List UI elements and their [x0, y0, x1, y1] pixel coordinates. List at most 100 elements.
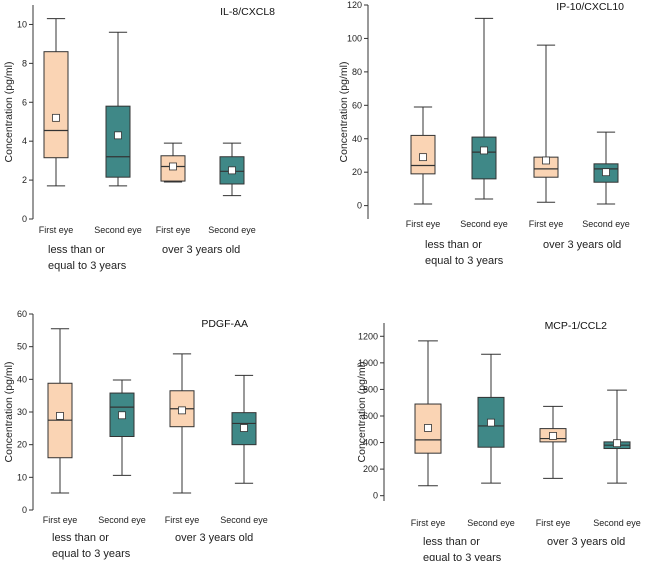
group-label-old: over 3 years old: [547, 536, 625, 548]
mean-marker: [52, 113, 60, 122]
box-body: [43, 51, 69, 159]
y-tick-label: 60: [352, 100, 362, 110]
y-tick-label: 8: [22, 58, 27, 68]
mean-marker: [419, 153, 427, 162]
box-4: [603, 389, 631, 484]
box-2: [471, 17, 497, 200]
y-axis-title: Concentration (pg/ml): [356, 362, 368, 463]
mean-marker: [228, 166, 236, 175]
box-3: [169, 353, 195, 494]
mean-marker: [480, 146, 488, 155]
y-tick-label: 0: [373, 491, 378, 501]
y-tick-label: 600: [363, 411, 378, 421]
x-category-label: First eye: [536, 518, 571, 528]
y-tick-label: 0: [357, 201, 362, 211]
y-tick-label: 200: [363, 464, 378, 474]
mean-marker: [487, 418, 495, 427]
mean-marker: [542, 156, 550, 165]
y-tick-label: 4: [22, 136, 27, 146]
y-tick-label: 120: [347, 0, 362, 10]
box-2: [477, 353, 505, 484]
box-4: [231, 374, 257, 484]
mean-marker: [424, 424, 432, 432]
group-label-old: over 3 years old: [175, 532, 253, 544]
y-tick-label: 20: [17, 440, 27, 450]
chart-title: PDGF-AA: [201, 318, 248, 330]
y-tick-label: 60: [17, 309, 27, 319]
x-category-label: Second eye: [593, 518, 641, 528]
chart-title: IP-10/CXCL10: [556, 1, 624, 13]
mean-marker: [549, 432, 557, 440]
box-1: [410, 106, 436, 205]
chart-ip10-svg: IP-10/CXCL10 0 20 40 60 80 100 120 Concentration…: [338, 0, 630, 267]
x-category-label: First eye: [156, 225, 191, 235]
box-1: [43, 18, 69, 187]
x-category-label: Second eye: [94, 225, 142, 235]
box-2: [109, 379, 135, 476]
x-category-label: First eye: [411, 518, 446, 528]
y-tick-label: 100: [347, 33, 362, 43]
group-label-young: less than or equal to 3 years: [48, 244, 127, 272]
chart-pdgf-svg: PDGF-AA 0 10 20 30 40 50 60 Concentration (pg/ml…: [3, 309, 268, 560]
box-body: [105, 105, 131, 178]
y-tick-label: 800: [363, 384, 378, 394]
box-4: [219, 142, 245, 197]
mean-marker: [114, 131, 122, 140]
x-category-label: First eye: [406, 219, 441, 229]
group-label-young: less than or equal to 3 years: [423, 536, 502, 561]
chart-ip10: IP-10/CXCL10 0 20 40 60 80 100 120 Concentration…: [335, 0, 669, 280]
box-1: [47, 328, 73, 494]
box-3: [539, 405, 567, 479]
y-tick-label: 0: [22, 505, 27, 515]
y-tick-label: 400: [363, 438, 378, 448]
mean-marker: [178, 406, 186, 415]
mean-marker: [118, 411, 126, 420]
y-axis-title: Concentration (pg/ml): [338, 62, 350, 163]
mean-marker: [56, 412, 64, 420]
y-tick-label: 20: [352, 167, 362, 177]
y-tick-label: 80: [352, 67, 362, 77]
y-tick-label: 40: [352, 134, 362, 144]
x-category-label: Second eye: [208, 225, 256, 235]
y-tick-label: 1200: [358, 331, 378, 341]
group-label-old: over 3 years old: [543, 239, 621, 251]
group-label-old: over 3 years old: [162, 244, 240, 256]
y-tick-label: 30: [17, 407, 27, 417]
y-tick-label: 2: [22, 175, 27, 185]
x-category-label: Second eye: [582, 219, 630, 229]
x-category-label: Second eye: [98, 515, 146, 525]
y-tick-label: 40: [17, 374, 27, 384]
x-category-label: Second eye: [467, 518, 515, 528]
y-tick-label: 10: [17, 19, 27, 29]
group-label-young: less than or equal to 3 years: [425, 239, 504, 267]
chart-mcp1: MCP-1/CCL2 0 200 400 600 800 1000 1200 Concentra…: [335, 300, 669, 561]
x-category-label: First eye: [39, 225, 74, 235]
box-body: [471, 136, 497, 180]
x-category-label: First eye: [165, 515, 200, 525]
y-axis-title: Concentration (pg/ml): [3, 362, 15, 463]
box-body: [160, 155, 186, 182]
x-category-label: Second eye: [220, 515, 268, 525]
chart-title: IL-8/CXCL8: [220, 6, 275, 18]
y-tick-label: 10: [17, 472, 27, 482]
box-1: [414, 340, 442, 487]
chart-mcp1-svg: MCP-1/CCL2 0 200 400 600 800 1000 1200 Concentra…: [356, 320, 641, 561]
y-tick-label: 0: [22, 214, 27, 224]
mean-marker: [240, 424, 248, 432]
box-body: [219, 156, 245, 185]
chart-title: MCP-1/CCL2: [545, 320, 608, 332]
box-3: [533, 44, 559, 203]
chart-pdgf: PDGF-AA 0 10 20 30 40 50 60 Concentration (pg/ml…: [0, 300, 330, 561]
mean-marker: [602, 168, 610, 177]
x-category-label: First eye: [43, 515, 78, 525]
group-label-young: less than or equal to 3 years: [52, 532, 131, 560]
chart-il8-svg: IL-8/CXCL8 0 2 4 6 8 10 Concentration (pg/ml) Fi…: [3, 5, 275, 272]
chart-il8: IL-8/CXCL8 0 2 4 6 8 10 Concentration (pg/ml) Fi…: [0, 0, 330, 280]
x-category-label: Second eye: [460, 219, 508, 229]
y-tick-label: 50: [17, 342, 27, 352]
box-2: [105, 31, 131, 187]
y-tick-label: 6: [22, 97, 27, 107]
y-axis-title: Concentration (pg/ml): [3, 62, 15, 163]
box-3: [160, 142, 186, 183]
x-category-label: First eye: [529, 219, 564, 229]
